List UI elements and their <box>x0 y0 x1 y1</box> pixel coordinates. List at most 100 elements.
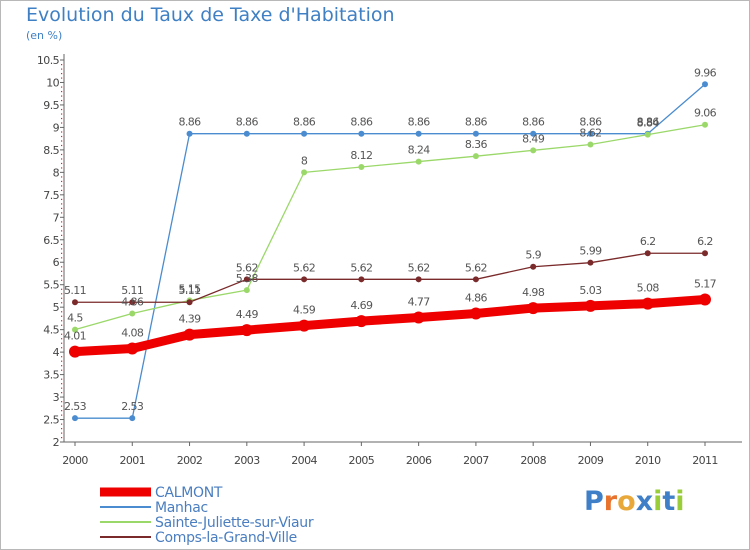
y-minor-tick <box>61 135 63 138</box>
y-minor-tick <box>61 365 63 367</box>
data-point-manhac <box>472 130 479 137</box>
y-tick-label: 6.5 <box>43 234 59 247</box>
y-minor-tick <box>61 225 63 227</box>
logo-letter: t <box>662 486 676 517</box>
y-minor-tick <box>61 432 63 434</box>
y-tick-label: 3 <box>53 391 60 404</box>
data-point-manhac <box>587 130 594 137</box>
x-tick-label: 2003 <box>234 454 260 467</box>
data-point-manhac <box>301 130 308 137</box>
legend-label-sainte-juliette-sur-viaur: Sainte-Juliette-sur-Viaur <box>155 515 314 531</box>
logo-letter: i <box>675 486 685 517</box>
data-point-comps-la-grand-ville <box>72 299 78 306</box>
data-label-sainte-juliette-sur-viaur: 8.36 <box>465 138 488 151</box>
data-point-comps-la-grand-ville <box>472 276 479 283</box>
y-minor-tick <box>61 185 63 187</box>
data-point-calmont <box>298 319 311 332</box>
y-minor-tick <box>61 324 63 326</box>
y-tick-label: 8.5 <box>43 144 59 157</box>
y-minor-tick <box>61 437 63 439</box>
y-minor-tick <box>61 198 63 201</box>
y-tick-label: 10 <box>46 76 59 89</box>
x-tick-label: 2010 <box>635 454 661 467</box>
data-point-sainte-juliette-sur-viaur <box>301 169 308 176</box>
y-minor-tick <box>61 392 63 394</box>
x-tick-label: 2005 <box>349 454 375 467</box>
y-minor-tick <box>61 113 63 115</box>
y-minor-tick <box>61 63 63 66</box>
data-label-calmont: 4.98 <box>522 286 545 299</box>
logo-letter: x <box>635 486 654 517</box>
data-point-calmont <box>69 345 81 358</box>
logo-letter: P <box>584 486 604 517</box>
data-label-sainte-juliette-sur-viaur: 8.84 <box>637 117 660 130</box>
series-line-manhac <box>74 83 706 419</box>
logo-letter: o <box>617 486 636 517</box>
y-minor-tick <box>61 180 63 183</box>
data-label-comps-la-grand-ville: 6.2 <box>697 235 713 248</box>
legend-label-manhac: Manhac <box>155 500 208 516</box>
y-minor-tick <box>61 288 63 290</box>
y-minor-tick <box>61 108 63 111</box>
data-label-manhac: 8.86 <box>408 116 431 129</box>
x-tick-label: 2006 <box>406 454 432 467</box>
y-minor-tick <box>61 275 63 277</box>
y-tick-label: 9.5 <box>43 99 59 112</box>
y-tick-label: 5.5 <box>43 279 59 292</box>
y-tick-label: 8 <box>53 166 60 179</box>
chart-title: Evolution du Taux de Taxe d'Habitation <box>26 4 395 26</box>
y-tick-label: 7 <box>53 211 60 224</box>
y-minor-tick <box>61 153 63 156</box>
legend-label-comps-la-grand-ville: Comps-la-Grand-Ville <box>155 530 297 546</box>
data-label-sainte-juliette-sur-viaur: 8.62 <box>579 126 601 139</box>
y-minor-tick <box>61 405 63 407</box>
data-point-comps-la-grand-ville <box>702 250 708 257</box>
data-label-comps-la-grand-ville: 5.62 <box>350 261 372 274</box>
y-minor-tick <box>61 356 63 358</box>
y-tick-label: 6 <box>53 256 60 269</box>
y-minor-tick <box>61 162 63 165</box>
data-label-comps-la-grand-ville: 6.2 <box>640 235 656 248</box>
y-minor-tick <box>61 387 63 389</box>
data-point-calmont <box>699 293 711 306</box>
y-tick-label: 4.5 <box>43 324 59 337</box>
data-point-manhac <box>415 130 422 137</box>
y-minor-tick <box>61 347 63 349</box>
data-point-sainte-juliette-sur-viaur <box>415 158 422 165</box>
y-minor-tick <box>61 167 63 169</box>
y-minor-tick <box>61 212 63 214</box>
x-tick-label: 2008 <box>520 454 546 467</box>
data-point-comps-la-grand-ville <box>243 276 250 283</box>
logo-letter: i <box>653 486 663 517</box>
y-minor-tick <box>61 99 63 102</box>
data-point-calmont <box>527 302 540 315</box>
y-unit-label: (en %) <box>26 29 63 42</box>
y-minor-tick <box>61 140 63 142</box>
y-minor-tick <box>61 203 63 205</box>
data-label-manhac: 8.86 <box>293 116 316 129</box>
y-minor-tick <box>61 86 63 88</box>
data-point-comps-la-grand-ville <box>587 259 594 266</box>
data-point-manhac <box>129 415 136 422</box>
data-label-calmont: 4.59 <box>293 304 316 317</box>
data-point-sainte-juliette-sur-viaur <box>243 287 250 294</box>
legend-label-calmont: CALMONT <box>155 485 223 501</box>
proxiti-logo: Proxiti <box>584 486 685 517</box>
y-minor-tick <box>61 320 63 322</box>
y-minor-tick <box>61 234 63 236</box>
y-minor-tick <box>61 248 63 250</box>
data-label-manhac: 8.86 <box>178 116 201 129</box>
y-minor-tick <box>61 428 63 430</box>
y-tick-label: 7.5 <box>43 189 59 202</box>
data-point-comps-la-grand-ville <box>186 299 193 306</box>
data-point-manhac <box>72 415 78 422</box>
data-label-manhac: 8.86 <box>350 116 373 129</box>
data-point-comps-la-grand-ville <box>358 276 365 283</box>
data-label-sainte-juliette-sur-viaur: 4.86 <box>121 295 144 308</box>
y-minor-tick <box>61 338 63 340</box>
data-point-sainte-juliette-sur-viaur <box>702 121 708 128</box>
y-tick-label: 4 <box>53 346 60 359</box>
data-point-manhac <box>702 81 708 88</box>
y-minor-tick <box>61 257 63 259</box>
y-tick-label: 3.5 <box>43 369 59 382</box>
